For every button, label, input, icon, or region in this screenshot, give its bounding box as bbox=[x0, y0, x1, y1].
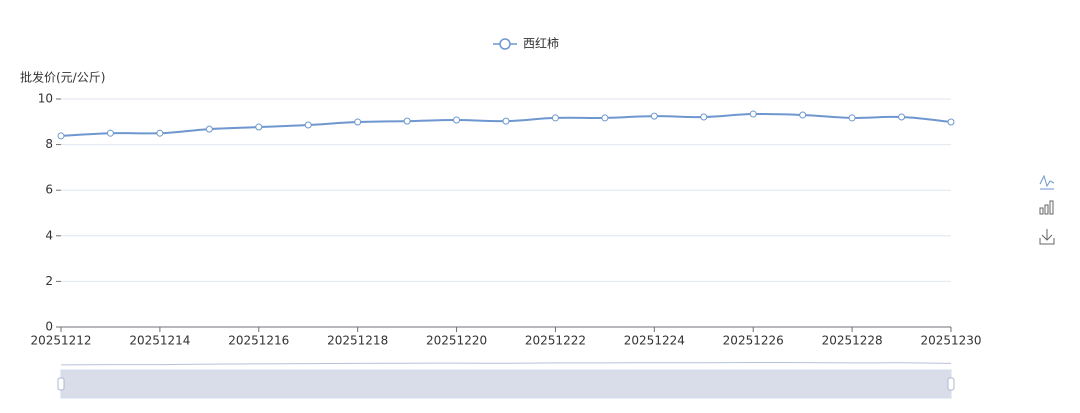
y-tick-label: 10 bbox=[38, 92, 53, 106]
data-point bbox=[403, 117, 411, 125]
legend-label: 西红柿 bbox=[523, 36, 559, 51]
zoom-preview bbox=[60, 361, 952, 366]
data-point bbox=[898, 113, 906, 121]
x-tick-label: 20251214 bbox=[129, 334, 190, 348]
x-tick-label: 20251228 bbox=[822, 334, 883, 348]
y-tick-label: 8 bbox=[45, 137, 53, 151]
download-icon[interactable] bbox=[1039, 229, 1055, 245]
x-tick-label: 20251220 bbox=[426, 334, 487, 348]
y-tick-label: 4 bbox=[45, 228, 53, 242]
data-point bbox=[106, 129, 114, 137]
bar-icon[interactable] bbox=[1039, 200, 1054, 215]
x-tick-label: 20251226 bbox=[723, 334, 784, 348]
data-point bbox=[57, 132, 65, 140]
data-point bbox=[354, 118, 362, 126]
data-point bbox=[551, 114, 559, 122]
x-tick-label: 20251230 bbox=[920, 334, 981, 348]
data-point bbox=[799, 111, 807, 119]
data-point bbox=[502, 117, 510, 125]
line-icon[interactable] bbox=[1039, 174, 1055, 188]
data-point bbox=[156, 129, 164, 137]
data-point bbox=[848, 114, 856, 122]
data-point bbox=[650, 112, 658, 120]
data-point bbox=[947, 118, 955, 126]
x-tick-label: 20251216 bbox=[228, 334, 289, 348]
x-tick-label: 20251224 bbox=[624, 334, 685, 348]
y-tick-label: 2 bbox=[45, 274, 53, 288]
zoom-handle[interactable] bbox=[947, 377, 955, 391]
x-tick-label: 20251218 bbox=[327, 334, 388, 348]
data-point bbox=[700, 113, 708, 121]
data-point bbox=[255, 123, 263, 131]
data-point bbox=[601, 114, 609, 122]
x-tick-label: 20251222 bbox=[525, 334, 586, 348]
data-point bbox=[749, 110, 757, 118]
y-tick-label: 0 bbox=[45, 320, 53, 334]
series-line bbox=[60, 112, 952, 137]
x-tick-label: 20251212 bbox=[30, 334, 91, 348]
data-point bbox=[453, 116, 461, 124]
toolbox[interactable] bbox=[1039, 174, 1055, 245]
y-tick-label: 6 bbox=[45, 183, 53, 197]
zoom-background bbox=[60, 369, 952, 399]
data-point bbox=[205, 125, 213, 133]
y-axis-name: 批发价(元/公斤) bbox=[20, 70, 105, 85]
data-point bbox=[304, 121, 312, 129]
zoom-handle[interactable] bbox=[57, 377, 65, 391]
legend-marker bbox=[499, 38, 511, 50]
